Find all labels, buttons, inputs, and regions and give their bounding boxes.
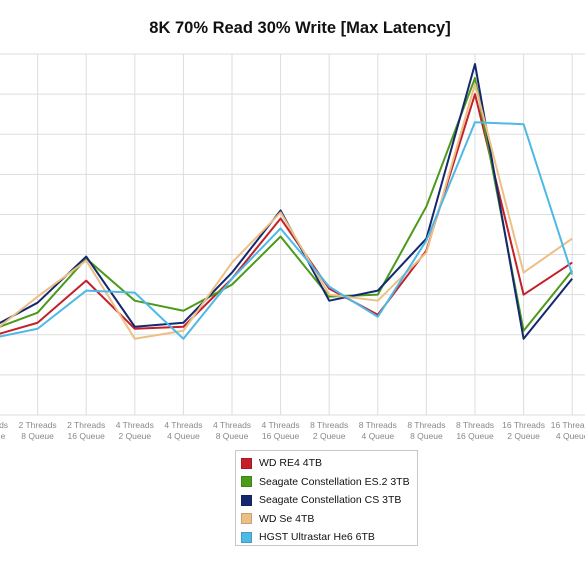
x-tick-label: 8 Threads 2 Queue bbox=[310, 420, 348, 441]
legend-label: WD RE4 4TB bbox=[259, 457, 323, 470]
series-line bbox=[0, 77, 573, 332]
legend-label: Seagate Constellation CS 3TB bbox=[259, 494, 402, 507]
series-line bbox=[0, 93, 573, 335]
legend-label: Seagate Constellation ES.2 3TB bbox=[259, 475, 410, 488]
x-tick-label: 2 Threads 16 Queue bbox=[67, 420, 105, 441]
x-tick-label: 2 Threads 8 Queue bbox=[19, 420, 57, 441]
legend-swatch bbox=[241, 476, 252, 488]
x-tick-label: 16 Threads 2 Queue bbox=[502, 420, 545, 441]
grid bbox=[0, 53, 585, 416]
legend-swatch bbox=[241, 513, 252, 525]
legend: WD RE4 4TB Seagate Constellation ES.2 3TB… bbox=[235, 450, 418, 546]
legend-swatch bbox=[241, 494, 252, 506]
legend-item: WD Se 4TB bbox=[241, 510, 417, 529]
legend-item: Seagate Constellation ES.2 3TB bbox=[241, 473, 417, 492]
series-lines bbox=[0, 63, 574, 340]
x-tick-label: 4 Threads 2 Queue bbox=[116, 420, 154, 441]
x-tick-label: 8 Threads 16 Queue bbox=[456, 420, 494, 441]
legend-item: Seagate Constellation CS 3TB bbox=[241, 491, 417, 510]
legend-label: HGST Ultrastar He6 6TB bbox=[259, 531, 375, 544]
legend-swatch bbox=[241, 457, 252, 469]
chart-title: 8K 70% Read 30% Write [Max Latency] bbox=[149, 19, 451, 37]
x-tick-label: 4 Threads 4 Queue bbox=[164, 420, 202, 441]
legend-item: WD RE4 4TB bbox=[241, 454, 417, 473]
x-tick-label: 8 Threads 4 Queue bbox=[359, 420, 397, 441]
legend-label: WD Se 4TB bbox=[259, 512, 315, 525]
series-line bbox=[0, 83, 573, 340]
x-tick-label: 4 Threads 8 Queue bbox=[213, 420, 251, 441]
x-tick-label: 4 Threads 16 Queue bbox=[262, 420, 300, 441]
legend-item: HGST Ultrastar He6 6TB bbox=[241, 528, 417, 547]
x-tick-label: 8 Threads 8 Queue bbox=[407, 420, 445, 441]
series-line bbox=[0, 63, 573, 340]
legend-swatch bbox=[241, 531, 252, 543]
series-line bbox=[0, 121, 574, 340]
